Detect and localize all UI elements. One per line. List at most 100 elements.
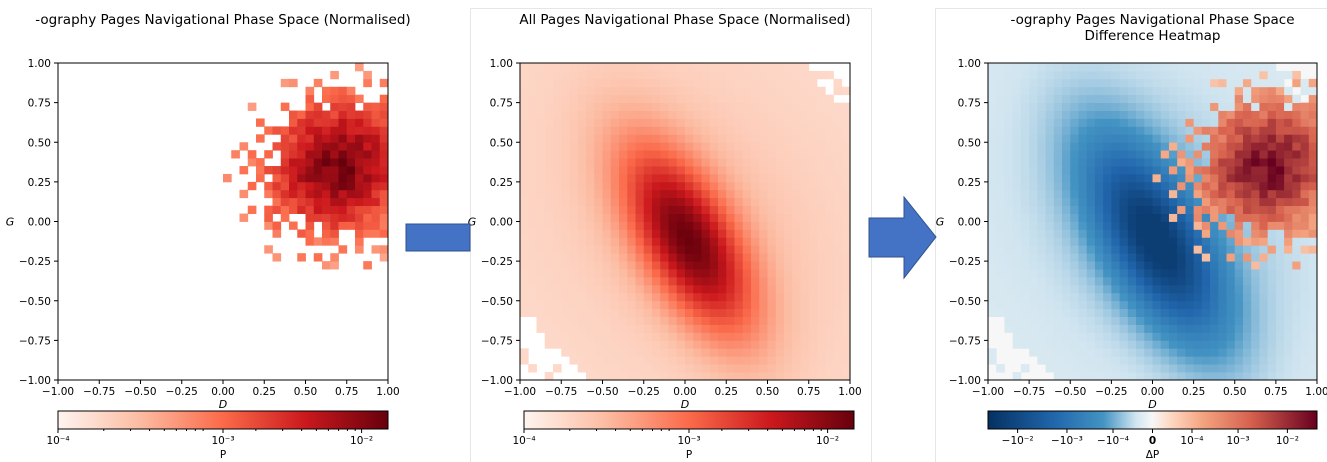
heatmap-cell: [734, 70, 744, 80]
heatmap-cell: [1037, 324, 1046, 333]
heatmap-cell: [1226, 213, 1236, 222]
heatmap-cell: [775, 181, 785, 191]
heatmap-cell: [1045, 110, 1055, 119]
heatmap-cell: [693, 213, 702, 222]
heatmap-cell: [1177, 261, 1186, 270]
heatmap-cell: [1234, 70, 1244, 80]
heatmap-cell: [668, 158, 678, 167]
heatmap-cell: [1185, 261, 1195, 270]
heatmap-cell: [1292, 292, 1301, 302]
heatmap-cell: [619, 189, 628, 199]
heatmap-cell: [1267, 94, 1277, 104]
heatmap-cell: [800, 292, 810, 302]
heatmap-cell: [1144, 181, 1153, 191]
heatmap-cell: [1078, 308, 1088, 317]
heatmap-cell: [1037, 150, 1046, 159]
heatmap-cell: [742, 86, 752, 96]
heatmap-cell: [784, 158, 793, 167]
heatmap-cell: [693, 292, 702, 302]
heatmap-cell: [693, 102, 702, 111]
heatmap-cell: [742, 261, 752, 270]
heatmap-cell: [330, 166, 339, 175]
heatmap-cell: [1094, 300, 1104, 310]
heatmap-cell: [1226, 205, 1236, 214]
heatmap-cell: [619, 237, 628, 246]
heatmap-cell: [734, 166, 744, 175]
heatmap-cell: [652, 86, 661, 96]
heatmap-cell: [685, 364, 694, 373]
y-tick-label: 0.50: [490, 137, 513, 149]
heatmap-cell: [1259, 158, 1269, 167]
heatmap-cell: [1127, 94, 1137, 104]
heatmap-cell: [1119, 356, 1129, 365]
x-tick-label: −1.00: [972, 386, 1004, 398]
heatmap-cell: [701, 78, 711, 88]
heatmap-cell: [800, 356, 810, 365]
heatmap-cell: [1185, 134, 1195, 143]
heatmap-cell: [709, 300, 719, 310]
heatmap-cell: [767, 166, 777, 175]
heatmap-cell: [272, 126, 282, 135]
heatmap-cell: [1201, 276, 1211, 286]
heatmap-cell: [536, 284, 546, 294]
heatmap-cell: [676, 229, 686, 238]
heatmap-cell: [1234, 189, 1244, 199]
heatmap-cell: [297, 158, 306, 167]
heatmap-cell: [825, 221, 834, 230]
heatmap-cell: [1144, 372, 1153, 381]
heatmap-cell: [1144, 276, 1153, 286]
heatmap-cell: [1267, 276, 1277, 286]
heatmap-cell: [1275, 118, 1285, 127]
heatmap-cell: [767, 197, 777, 207]
heatmap-cell: [610, 300, 620, 310]
heatmap-cell: [643, 158, 653, 167]
heatmap-cell: [1234, 110, 1244, 119]
heatmap-cell: [586, 340, 595, 349]
heatmap-cell: [1045, 158, 1055, 167]
heatmap-cell: [1193, 316, 1203, 325]
heatmap-cell: [685, 276, 694, 286]
heatmap-cell: [1201, 150, 1211, 159]
heatmap-cell: [1210, 300, 1219, 310]
heatmap-cell: [1078, 94, 1088, 104]
heatmap-cell: [544, 253, 554, 262]
heatmap-cell: [619, 181, 628, 191]
heatmap-cell: [1284, 142, 1293, 151]
heatmap-cell: [1275, 142, 1285, 151]
heatmap-cell: [660, 356, 669, 365]
heatmap-cell: [627, 70, 636, 80]
heatmap-cell: [1242, 276, 1252, 286]
heatmap-cell: [610, 332, 620, 341]
right-arrow-icon: [868, 195, 938, 284]
heatmap-cell: [825, 70, 834, 80]
heatmap-cell: [1045, 181, 1055, 191]
heatmap-cell: [726, 300, 735, 310]
heatmap-cell: [1144, 166, 1153, 175]
heatmap-cell: [627, 340, 636, 349]
heatmap-cell: [610, 316, 620, 325]
heatmap-cell: [1053, 118, 1063, 127]
heatmap-cell: [313, 78, 323, 88]
x-tick-label: −0.75: [545, 386, 577, 398]
heatmap-cell: [1193, 348, 1203, 357]
heatmap-cell: [1308, 332, 1318, 341]
heatmap-cell: [701, 213, 711, 222]
heatmap-cell: [520, 205, 529, 214]
heatmap-cell: [264, 166, 273, 175]
heatmap-cell: [701, 316, 711, 325]
heatmap-cell: [685, 118, 694, 127]
heatmap-cell: [1012, 197, 1022, 207]
chart-1-svg: -ography Pages Navigational Phase Space …: [6, 12, 411, 461]
heatmap-cell: [1226, 237, 1236, 246]
heatmap-cell: [1111, 213, 1121, 222]
heatmap-cell: [643, 63, 653, 72]
heatmap-cell: [1127, 340, 1137, 349]
heatmap-cell: [520, 110, 529, 119]
heatmap-cell: [553, 245, 562, 254]
heatmap-cell: [627, 356, 636, 365]
heatmap-cell: [817, 340, 826, 349]
heatmap-cell: [759, 110, 768, 119]
heatmap-cell: [1086, 356, 1096, 365]
heatmap-cell: [1218, 78, 1227, 88]
heatmap-cell: [709, 245, 719, 254]
